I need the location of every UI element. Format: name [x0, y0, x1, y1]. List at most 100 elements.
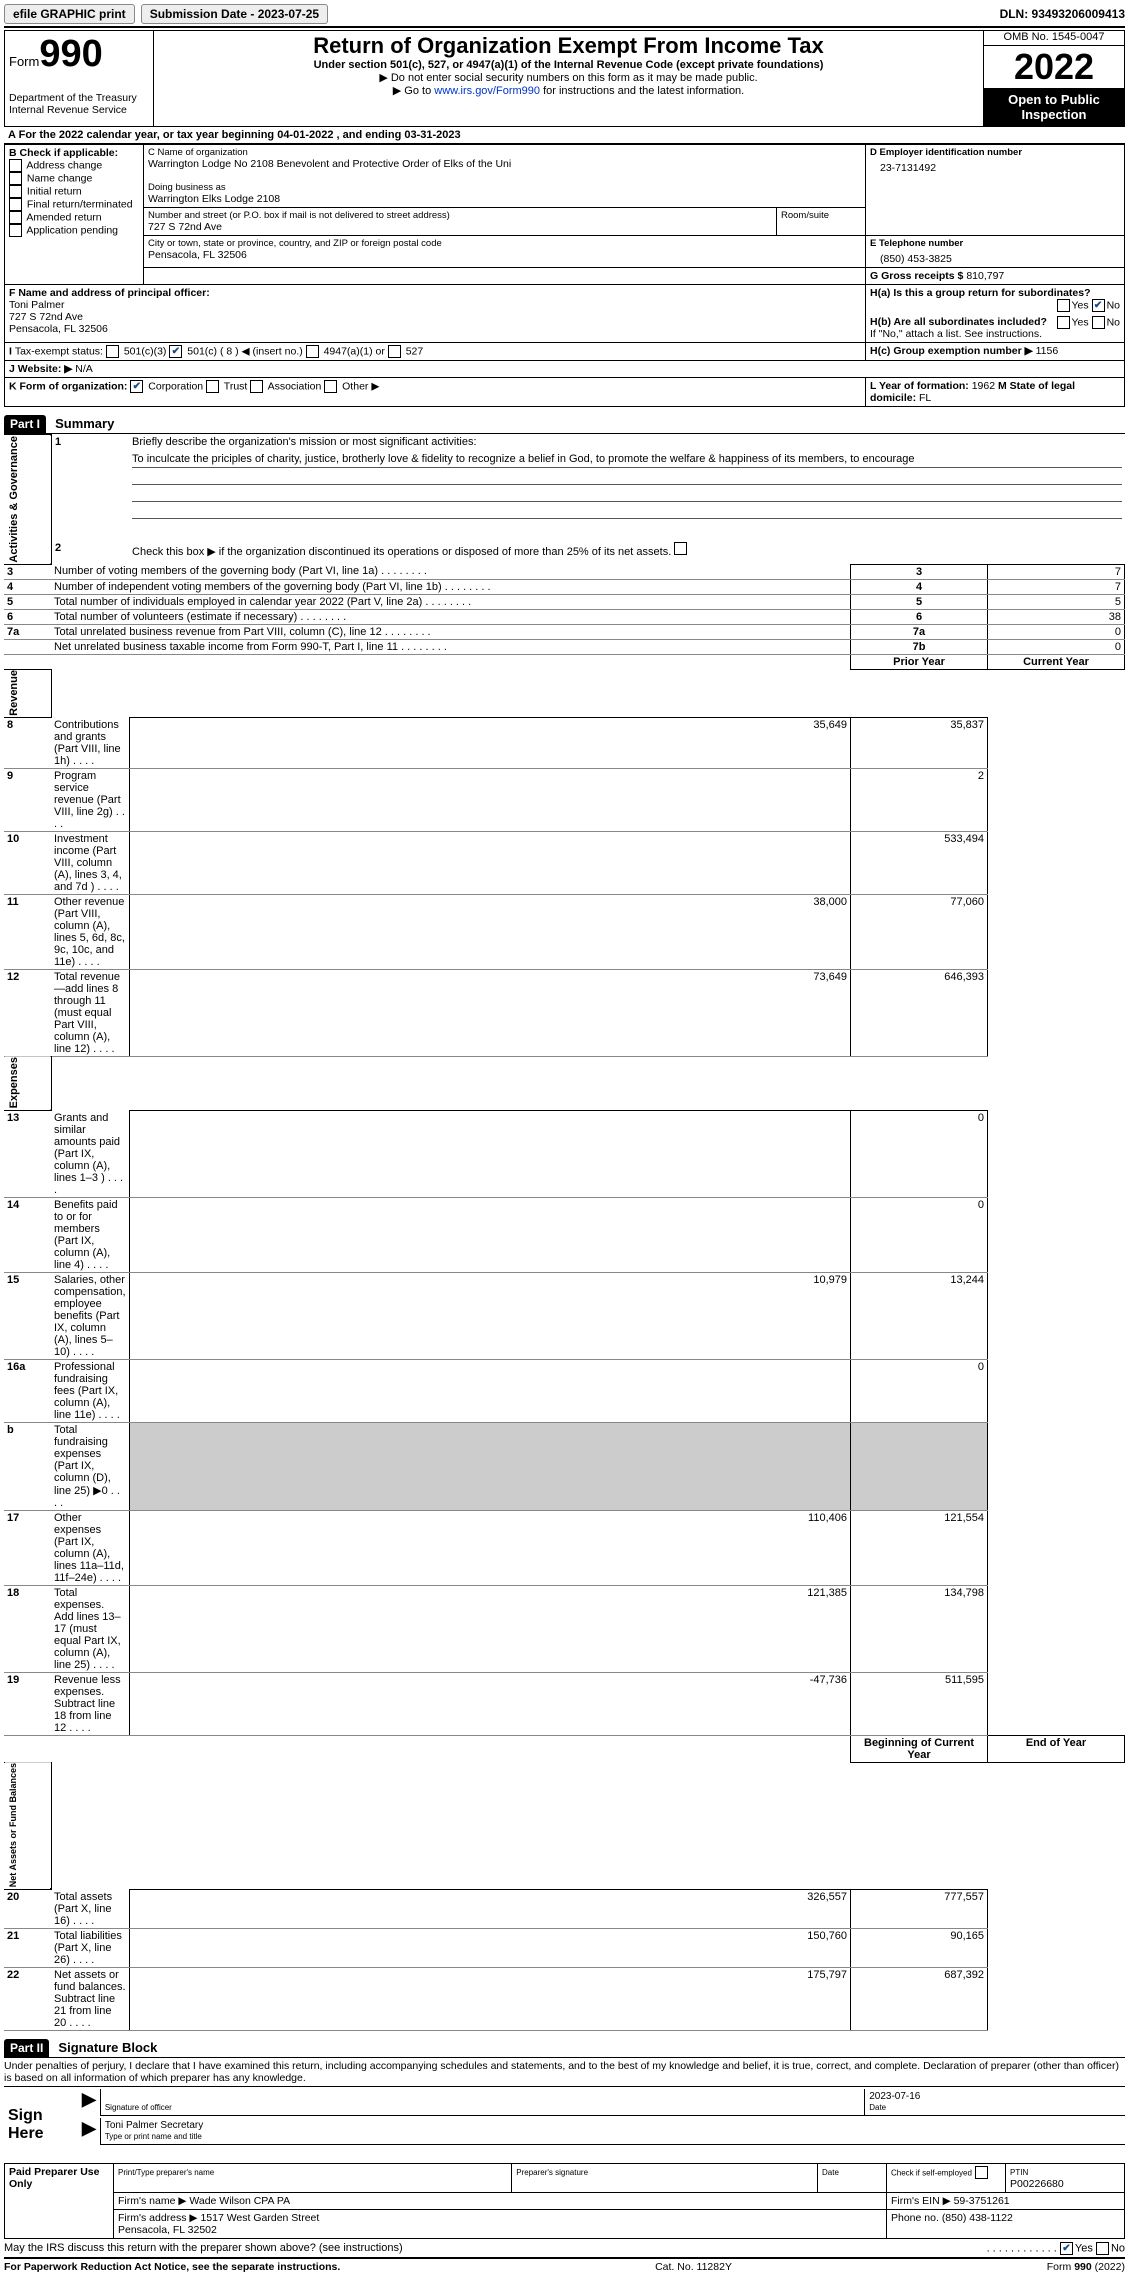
boxb-option: Initial return — [9, 185, 139, 198]
assoc-checkbox[interactable] — [250, 380, 263, 393]
sig-arrow-icon: ▶ — [82, 2118, 96, 2145]
preparer-label: Paid Preparer Use Only — [5, 2163, 114, 2238]
efile-button[interactable]: efile GRAPHIC print — [4, 4, 135, 24]
website-label: Website: ▶ — [18, 363, 73, 375]
note-ssn: ▶ Do not enter social security numbers o… — [158, 71, 979, 84]
c3-checkbox[interactable] — [106, 345, 119, 358]
boxb-checkbox[interactable] — [9, 224, 22, 237]
ein-value: 23-7131492 — [880, 162, 1120, 174]
summary-row: 11Other revenue (Part VIII, column (A), … — [4, 894, 1125, 969]
boxb-checkbox[interactable] — [9, 172, 22, 185]
year-formed: 1962 — [972, 380, 995, 392]
firm-ein: 59-3751261 — [954, 2195, 1010, 2207]
box-c-name-label: C Name of organization — [148, 147, 861, 158]
trust-checkbox[interactable] — [206, 380, 219, 393]
boxb-checkbox[interactable] — [9, 198, 22, 211]
summary-row: 21Total liabilities (Part X, line 26) . … — [4, 1928, 1125, 1967]
sig-date: 2023-07-16 — [869, 2091, 920, 2102]
dln-text: DLN: 93493206009413 — [1000, 7, 1125, 21]
part2-tag: Part II — [4, 2039, 49, 2057]
summary-row: 9Program service revenue (Part VIII, lin… — [4, 768, 1125, 831]
form-org-label: K Form of organization: — [9, 380, 127, 392]
preparer-table: Paid Preparer Use Only Print/Type prepar… — [4, 2163, 1125, 2239]
submission-date-button[interactable]: Submission Date - 2023-07-25 — [141, 4, 328, 24]
footer-mid: Cat. No. 11282Y — [655, 2261, 732, 2273]
print-name-label: Print/Type preparer's name — [118, 2168, 214, 2177]
org-name: Warrington Lodge No 2108 Benevolent and … — [148, 158, 861, 170]
hb-note: If "No," attach a list. See instructions… — [870, 328, 1120, 340]
sig-officer-label: Signature of officer — [105, 2103, 172, 2112]
top-bar: efile GRAPHIC print Submission Date - 20… — [4, 4, 1125, 28]
summary-row: 13Grants and similar amounts paid (Part … — [4, 1111, 1125, 1198]
discuss-yes-checkbox[interactable]: ✔ — [1060, 2242, 1073, 2255]
boxb-option: Application pending — [9, 224, 139, 237]
hb-yes-checkbox[interactable] — [1057, 316, 1070, 329]
self-emp-checkbox[interactable] — [975, 2166, 988, 2179]
form-number: 990 — [39, 33, 102, 75]
boxb-checkbox[interactable] — [9, 159, 22, 172]
dba-value: Warrington Elks Lodge 2108 — [148, 193, 861, 205]
discuss-text: May the IRS discuss this return with the… — [4, 2242, 403, 2254]
summary-row: Net unrelated business taxable income fr… — [4, 639, 1125, 654]
state-value: FL — [919, 392, 931, 404]
ptin-label: PTIN — [1010, 2168, 1028, 2177]
boxb-checkbox[interactable] — [9, 211, 22, 224]
open-inspection: Open to Public Inspection — [984, 88, 1124, 126]
discuss-no-checkbox[interactable] — [1096, 2242, 1109, 2255]
hc-value: 1156 — [1036, 345, 1059, 357]
summary-row: 14Benefits paid to or for members (Part … — [4, 1197, 1125, 1272]
firm-ein-label: Firm's EIN ▶ — [891, 2195, 951, 2207]
q1-text: Briefly describe the organization's miss… — [129, 435, 1124, 453]
street-value: 727 S 72nd Ave — [148, 221, 772, 233]
summary-row: 10Investment income (Part VIII, column (… — [4, 831, 1125, 894]
prep-date-label: Date — [822, 2168, 839, 2177]
officer-typed-name: Toni Palmer Secretary — [105, 2120, 203, 2131]
firm-addr-label: Firm's address ▶ — [118, 2212, 198, 2224]
omb-number: OMB No. 1545-0047 — [984, 31, 1124, 46]
hdr-begin: Beginning of Current Year — [851, 1735, 988, 1762]
officer-addr1: 727 S 72nd Ave — [9, 311, 861, 323]
self-emp-label: Check if self-employed — [891, 2168, 972, 2177]
tax-year: 2022 — [984, 46, 1124, 88]
sig-arrow-icon: ▶ — [82, 2089, 96, 2116]
gross-value: 810,797 — [966, 270, 1004, 282]
footer-left: For Paperwork Reduction Act Notice, see … — [4, 2261, 340, 2273]
summary-row: bTotal fundraising expenses (Part IX, co… — [4, 1422, 1125, 1510]
officer-name: Toni Palmer — [9, 299, 861, 311]
prep-sig-label: Preparer's signature — [516, 2168, 588, 2177]
a1-checkbox[interactable] — [306, 345, 319, 358]
form-word: Form — [9, 54, 39, 69]
side-net: Net Assets or Fund Balances — [4, 1762, 51, 1889]
527-checkbox[interactable] — [388, 345, 401, 358]
part1-title: Summary — [55, 416, 114, 431]
dba-label: Doing business as — [148, 182, 861, 193]
tax-status-label: Tax-exempt status: — [15, 345, 103, 357]
hb-no-checkbox[interactable] — [1092, 316, 1105, 329]
website-value: N/A — [75, 363, 93, 375]
tax-period: For the 2022 calendar year, or tax year … — [19, 129, 461, 141]
summary-row: 15Salaries, other compensation, employee… — [4, 1272, 1125, 1359]
summary-row: 19Revenue less expenses. Subtract line 1… — [4, 1672, 1125, 1735]
firm-name-label: Firm's name ▶ — [118, 2195, 186, 2207]
year-formed-label: L Year of formation: — [870, 380, 969, 392]
boxb-option: Address change — [9, 159, 139, 172]
c-checkbox[interactable]: ✔ — [169, 345, 182, 358]
declaration-text: Under penalties of perjury, I declare th… — [4, 2058, 1125, 2087]
ptin-value: P00226680 — [1010, 2178, 1064, 2190]
summary-row: 3Number of voting members of the governi… — [4, 564, 1125, 579]
room-label: Room/suite — [781, 210, 861, 221]
ha-no-checkbox[interactable]: ✔ — [1092, 299, 1105, 312]
main-title: Return of Organization Exempt From Incom… — [158, 33, 979, 59]
street-label: Number and street (or P.O. box if mail i… — [148, 210, 772, 221]
phone-value: (850) 453-3825 — [880, 253, 1120, 265]
q2-checkbox[interactable] — [674, 542, 687, 555]
summary-row: 16aProfessional fundraising fees (Part I… — [4, 1359, 1125, 1422]
irs-link[interactable]: www.irs.gov/Form990 — [434, 85, 540, 97]
boxb-checkbox[interactable] — [9, 185, 22, 198]
officer-label: F Name and address of principal officer: — [9, 287, 861, 299]
type-label: Type or print name and title — [105, 2132, 202, 2141]
boxb-option: Name change — [9, 172, 139, 185]
other-checkbox[interactable] — [324, 380, 337, 393]
corp-checkbox[interactable]: ✔ — [130, 380, 143, 393]
ha-yes-checkbox[interactable] — [1057, 299, 1070, 312]
